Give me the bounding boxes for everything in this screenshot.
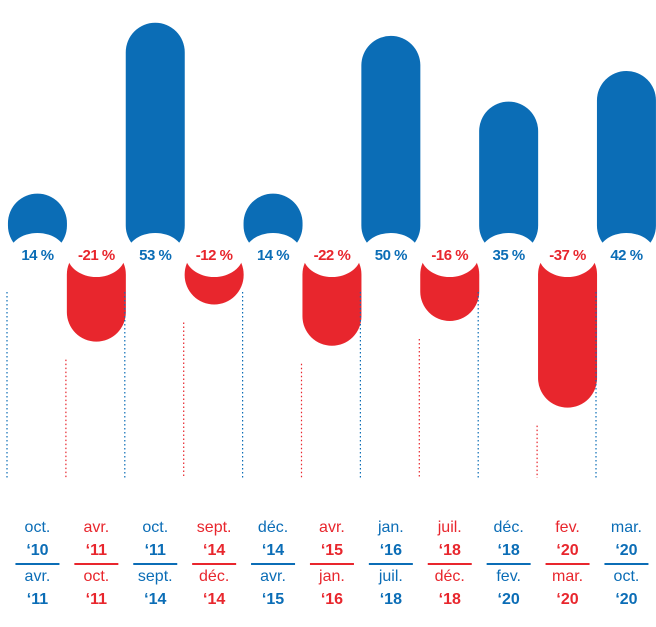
from-month: oct. [25, 519, 51, 536]
to-month: avr. [25, 568, 51, 585]
to-year: ‘20 [615, 591, 637, 608]
value-label: -21 % [78, 247, 115, 264]
from-month: avr. [83, 519, 109, 536]
bar [125, 22, 185, 255]
from-year: ‘11 [86, 542, 107, 559]
bar [479, 101, 539, 256]
from-year: ‘18 [498, 542, 520, 559]
to-year: ‘14 [144, 591, 166, 608]
to-month: fev. [496, 568, 521, 585]
label-cutout [479, 233, 538, 277]
from-year: ‘15 [321, 542, 343, 559]
label-cutout [244, 233, 303, 277]
from-month: oct. [142, 519, 168, 536]
to-year: ‘11 [86, 591, 107, 608]
from-month: sept. [197, 519, 232, 536]
from-month: mar. [611, 519, 642, 536]
to-month: jan. [318, 568, 345, 585]
from-year: ‘16 [380, 542, 402, 559]
value-label: -16 % [431, 247, 468, 264]
bar [596, 70, 656, 255]
to-year: ‘16 [321, 591, 343, 608]
to-year: ‘14 [203, 591, 225, 608]
value-label: 14 % [257, 247, 289, 264]
from-year: ‘20 [556, 542, 578, 559]
to-month: oct. [83, 568, 109, 585]
label-cutout [126, 233, 185, 277]
bar [361, 35, 421, 256]
value-label: 50 % [375, 247, 407, 264]
value-label: -37 % [549, 247, 586, 264]
from-year: ‘11 [145, 542, 166, 559]
from-year: ‘10 [26, 542, 48, 559]
from-month: déc. [258, 519, 288, 536]
to-month: avr. [260, 568, 286, 585]
label-cutout [67, 233, 126, 277]
value-label: 42 % [610, 247, 642, 264]
from-year: ‘18 [439, 542, 461, 559]
bar [538, 245, 598, 408]
to-year: ‘20 [556, 591, 578, 608]
to-year: ‘11 [27, 591, 48, 608]
to-month: sept. [138, 568, 173, 585]
from-year: ‘14 [203, 542, 225, 559]
to-month: oct. [614, 568, 640, 585]
to-year: ‘18 [380, 591, 402, 608]
from-month: avr. [319, 519, 345, 536]
value-label: -22 % [314, 247, 351, 264]
to-month: déc. [199, 568, 229, 585]
value-label: 53 % [139, 247, 171, 264]
label-cutout [420, 233, 479, 277]
from-month: juil. [437, 519, 462, 536]
to-month: déc. [435, 568, 465, 585]
label-cutout [185, 233, 244, 277]
from-month: jan. [377, 519, 404, 536]
to-year: ‘18 [439, 591, 461, 608]
to-year: ‘20 [498, 591, 520, 608]
to-month: juil. [378, 568, 403, 585]
to-month: mar. [552, 568, 583, 585]
from-year: ‘14 [262, 542, 284, 559]
value-label: 35 % [493, 247, 525, 264]
label-cutout [302, 233, 361, 277]
from-month: déc. [494, 519, 524, 536]
to-year: ‘15 [262, 591, 284, 608]
label-cutout [8, 233, 67, 277]
label-cutout [538, 233, 597, 277]
from-year: ‘20 [615, 542, 637, 559]
value-label: 14 % [21, 247, 53, 264]
label-cutout [597, 233, 656, 277]
label-cutout [361, 233, 420, 277]
from-month: fev. [555, 519, 580, 536]
value-label: -12 % [196, 247, 233, 264]
